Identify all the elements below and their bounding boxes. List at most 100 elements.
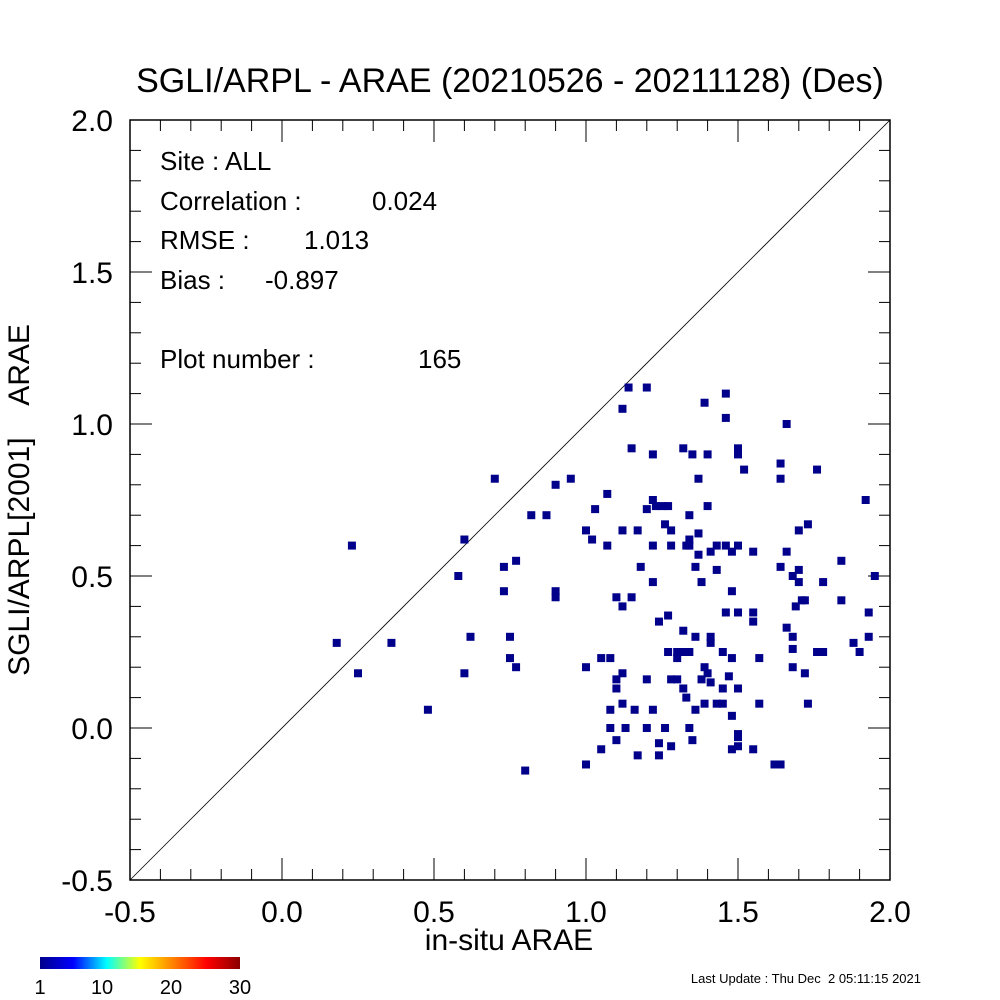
data-point xyxy=(661,724,670,732)
data-point xyxy=(460,535,469,544)
data-point xyxy=(667,675,676,684)
data-point xyxy=(661,520,670,529)
x-tick-label: 0.0 xyxy=(261,896,303,929)
data-point xyxy=(648,496,657,504)
colorbar-tick-label: 1 xyxy=(34,977,45,999)
data-point xyxy=(542,511,551,520)
data-point xyxy=(551,587,560,596)
data-point xyxy=(819,648,828,656)
data-point xyxy=(837,596,846,605)
axis-tick-labels: -0.5 0.0 0.5 1.0 1.5 2.0 -0.5 0.0 0.5 1.0 1.5 2.0 xyxy=(61,105,911,929)
data-point xyxy=(673,654,682,663)
data-point xyxy=(776,459,785,468)
chart-title: SGLI/ARPL - ARAE (20210526 - 20211128) (… xyxy=(136,62,884,100)
data-point xyxy=(749,617,758,626)
y-tick-label: 1.0 xyxy=(71,409,113,442)
data-point xyxy=(706,547,715,556)
data-point xyxy=(782,623,791,632)
data-point xyxy=(691,705,700,714)
data-point xyxy=(788,572,797,580)
data-point xyxy=(512,663,521,672)
data-point xyxy=(727,587,736,596)
data-point xyxy=(603,489,612,498)
data-point xyxy=(606,724,615,732)
data-point xyxy=(782,420,791,428)
data-point xyxy=(618,404,627,413)
data-point xyxy=(734,541,742,550)
data-point xyxy=(700,663,709,672)
data-point xyxy=(755,699,764,708)
data-point xyxy=(749,608,758,617)
data-point xyxy=(618,699,627,708)
data-point xyxy=(794,565,803,574)
data-point xyxy=(551,480,560,489)
data-point xyxy=(673,675,682,684)
data-point xyxy=(721,413,730,422)
data-point xyxy=(712,541,721,550)
data-point xyxy=(667,742,676,751)
data-point xyxy=(499,562,508,571)
x-tick-label: 2.0 xyxy=(869,896,911,929)
data-point xyxy=(734,742,742,751)
data-point xyxy=(685,724,694,732)
data-point xyxy=(612,684,621,693)
data-point xyxy=(694,474,703,483)
data-point xyxy=(703,669,712,678)
data-point xyxy=(624,383,633,392)
data-point xyxy=(354,669,362,678)
data-point xyxy=(697,675,706,684)
data-point xyxy=(664,502,673,511)
stat-rmse-label: RMSE : xyxy=(160,225,250,255)
data-point xyxy=(770,760,779,769)
data-point xyxy=(803,520,812,529)
data-point xyxy=(712,699,721,708)
x-tick-label: 1.5 xyxy=(717,896,759,929)
data-point xyxy=(706,638,715,647)
data-point xyxy=(597,654,606,663)
data-point xyxy=(667,541,676,550)
data-point xyxy=(685,535,694,544)
one-to-one-line xyxy=(129,119,891,881)
y-tick-label: 2.0 xyxy=(71,105,113,138)
x-tick-label: 0.5 xyxy=(413,896,455,929)
data-point xyxy=(642,505,651,514)
data-point xyxy=(749,547,758,556)
stat-correlation-value: 0.024 xyxy=(372,186,437,216)
stats-block: Site : ALL Correlation : 0.024 RMSE : 1.… xyxy=(160,146,461,374)
data-point xyxy=(734,444,742,453)
data-point xyxy=(618,669,627,678)
data-point xyxy=(658,502,666,511)
data-point xyxy=(694,529,703,538)
data-point xyxy=(819,578,828,587)
data-point xyxy=(791,602,800,611)
data-point xyxy=(597,745,606,754)
data-point xyxy=(776,760,785,769)
data-point xyxy=(664,611,673,620)
y-tick-label: 1.5 xyxy=(71,257,113,290)
data-point xyxy=(612,593,621,602)
data-point xyxy=(724,672,733,681)
data-point xyxy=(788,632,797,641)
data-point xyxy=(636,562,645,571)
data-point xyxy=(734,733,742,742)
data-point xyxy=(718,699,727,708)
data-point xyxy=(691,632,700,641)
y-tick-label: -0.5 xyxy=(61,865,113,898)
data-point xyxy=(740,465,749,474)
colorbar-tick-label: 30 xyxy=(229,977,251,999)
data-point xyxy=(861,496,870,504)
data-point xyxy=(499,587,508,596)
data-point xyxy=(679,648,688,656)
data-point xyxy=(721,389,730,398)
data-point xyxy=(603,541,612,550)
data-point xyxy=(630,705,639,714)
data-point xyxy=(591,505,600,514)
data-point xyxy=(703,450,712,459)
data-point xyxy=(387,638,396,647)
stat-correlation-label: Correlation : xyxy=(160,186,302,216)
data-point xyxy=(642,383,651,392)
data-point xyxy=(727,745,736,754)
data-point xyxy=(490,474,499,483)
data-point xyxy=(618,602,627,611)
data-point xyxy=(694,550,703,559)
